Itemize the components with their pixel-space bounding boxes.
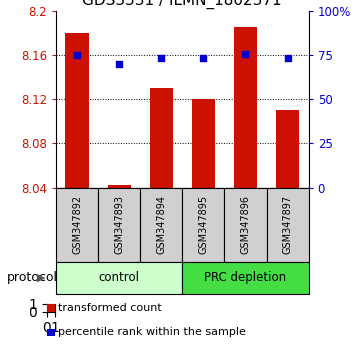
Text: GSM347893: GSM347893	[114, 195, 124, 254]
Bar	[108, 185, 131, 188]
Point	[285, 56, 291, 61]
Text: protocol: protocol	[7, 272, 58, 284]
Text: GSM347894: GSM347894	[156, 195, 166, 254]
Text: GSM347897: GSM347897	[283, 195, 293, 255]
Text: transformed count: transformed count	[58, 303, 162, 313]
Text: percentile rank within the sample: percentile rank within the sample	[58, 327, 246, 337]
Bar	[56, 262, 182, 294]
Text: GSM347892: GSM347892	[72, 195, 82, 255]
Bar	[234, 27, 257, 188]
Bar	[276, 110, 299, 188]
Bar	[56, 188, 98, 262]
Text: GSM347895: GSM347895	[198, 195, 208, 255]
Bar	[65, 33, 88, 188]
Bar	[192, 99, 215, 188]
Point	[74, 52, 80, 58]
Title: GDS3531 / ILMN_1802371: GDS3531 / ILMN_1802371	[83, 0, 282, 9]
Point	[200, 55, 206, 60]
Point	[243, 51, 248, 57]
Point	[158, 55, 164, 60]
Bar	[266, 188, 309, 262]
Text: GSM347896: GSM347896	[240, 195, 251, 254]
Text: control: control	[99, 272, 140, 284]
Bar	[182, 262, 309, 294]
Bar	[98, 188, 140, 262]
Bar	[182, 188, 225, 262]
Point	[116, 61, 122, 67]
Bar	[150, 88, 173, 188]
Text: ▶: ▶	[37, 273, 46, 283]
Text: PRC depletion: PRC depletion	[204, 272, 287, 284]
Bar	[140, 188, 182, 262]
Bar	[225, 188, 266, 262]
